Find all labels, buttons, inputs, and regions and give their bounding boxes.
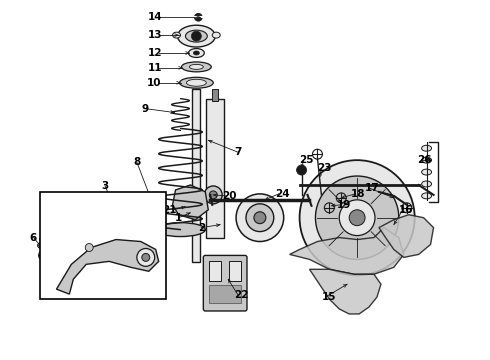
Circle shape — [339, 200, 375, 235]
Text: 15: 15 — [321, 292, 336, 302]
Circle shape — [236, 194, 284, 242]
Text: 7: 7 — [234, 147, 242, 157]
Bar — [206, 99, 224, 238]
Ellipse shape — [212, 32, 220, 38]
Polygon shape — [56, 239, 159, 294]
Text: 4: 4 — [113, 237, 121, 247]
Text: 23: 23 — [318, 163, 332, 173]
Text: 13: 13 — [148, 30, 163, 40]
Ellipse shape — [38, 242, 49, 249]
Text: 10: 10 — [147, 78, 162, 88]
Bar — [229, 261, 241, 281]
Circle shape — [195, 13, 202, 21]
Circle shape — [316, 176, 399, 260]
Ellipse shape — [177, 25, 215, 47]
Polygon shape — [310, 269, 381, 314]
Polygon shape — [290, 228, 404, 274]
Polygon shape — [379, 215, 434, 257]
Circle shape — [299, 160, 415, 275]
Text: 3: 3 — [101, 181, 108, 191]
Bar — [209, 261, 221, 281]
Text: 17: 17 — [365, 183, 380, 193]
Ellipse shape — [156, 223, 205, 237]
Text: 18: 18 — [351, 189, 366, 199]
Text: 5: 5 — [75, 213, 83, 223]
Text: 22: 22 — [234, 290, 248, 300]
Text: 16: 16 — [399, 205, 413, 215]
Bar — [40, 192, 166, 299]
Ellipse shape — [190, 64, 203, 69]
Text: 1: 1 — [175, 213, 182, 223]
Ellipse shape — [421, 169, 432, 175]
Circle shape — [296, 165, 307, 175]
Circle shape — [142, 253, 150, 261]
Ellipse shape — [185, 30, 207, 42]
Ellipse shape — [179, 77, 213, 88]
Text: 21: 21 — [162, 205, 176, 215]
Bar — [193, 89, 200, 262]
Text: 11: 11 — [148, 63, 163, 73]
Polygon shape — [172, 185, 208, 220]
Bar — [212, 89, 218, 100]
Text: 2: 2 — [198, 222, 205, 233]
Text: 6: 6 — [30, 233, 37, 243]
Text: 24: 24 — [275, 189, 290, 199]
Text: 20: 20 — [222, 191, 237, 201]
Ellipse shape — [187, 79, 206, 86]
Text: 9: 9 — [142, 104, 149, 113]
Ellipse shape — [172, 32, 180, 38]
Ellipse shape — [189, 49, 204, 58]
Ellipse shape — [40, 237, 48, 242]
FancyBboxPatch shape — [203, 255, 247, 311]
Text: 12: 12 — [148, 48, 163, 58]
Circle shape — [209, 191, 217, 199]
Text: 19: 19 — [337, 200, 352, 210]
Circle shape — [254, 212, 266, 224]
Ellipse shape — [421, 181, 432, 187]
Ellipse shape — [421, 157, 432, 163]
Text: 26: 26 — [416, 155, 431, 165]
Circle shape — [246, 204, 274, 231]
Circle shape — [85, 243, 93, 251]
Ellipse shape — [421, 145, 432, 151]
Ellipse shape — [421, 193, 432, 199]
Circle shape — [192, 31, 201, 41]
Text: 25: 25 — [299, 155, 314, 165]
Circle shape — [137, 248, 155, 266]
Circle shape — [204, 186, 222, 204]
Ellipse shape — [194, 51, 199, 55]
Circle shape — [349, 210, 365, 226]
Ellipse shape — [181, 62, 211, 72]
Text: 14: 14 — [148, 12, 163, 22]
Bar — [209, 285, 241, 303]
Text: 8: 8 — [134, 157, 141, 167]
